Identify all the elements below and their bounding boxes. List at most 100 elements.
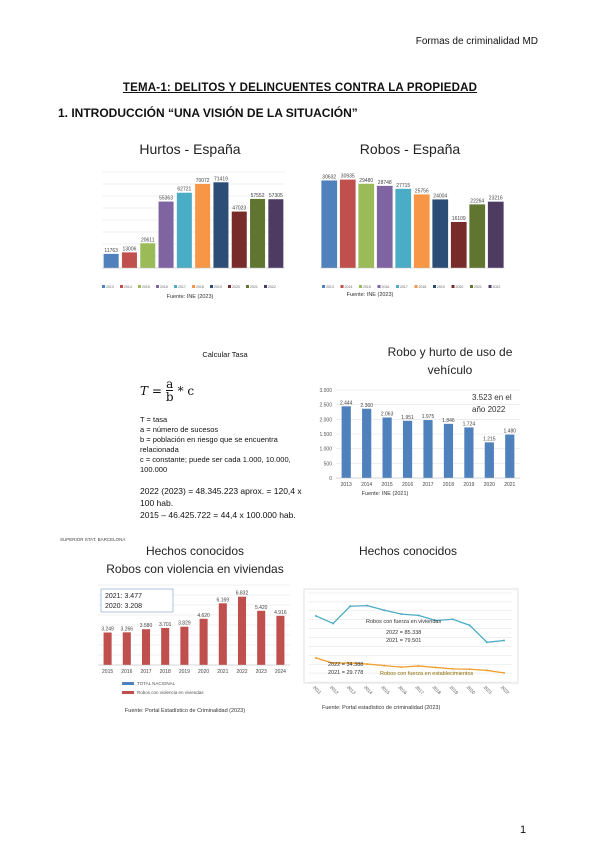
legend-label: Robos con violencia en viviendas xyxy=(137,690,204,695)
data-label: 3.829 xyxy=(178,621,191,627)
data-label: 13006 xyxy=(122,246,136,252)
data-point xyxy=(400,666,403,669)
formula-den: b xyxy=(165,390,174,404)
logo-text: SUPERIOR STAT. BARCELONA xyxy=(60,537,125,542)
legend-swatch xyxy=(228,285,231,288)
chart-title: Robo y hurto de uso de xyxy=(388,345,513,359)
legend-swatch xyxy=(433,285,436,288)
data-point xyxy=(434,619,437,622)
legend-swatch xyxy=(488,285,492,288)
legend-label: 2022 xyxy=(493,285,501,289)
legend-label: 2014 xyxy=(124,285,132,289)
x-tick-label: 2021 xyxy=(217,669,228,675)
data-point xyxy=(366,663,369,666)
bar xyxy=(103,632,112,665)
data-label: 2.063 xyxy=(381,411,394,417)
bar xyxy=(121,252,137,268)
legend-label: 2019 xyxy=(437,285,445,289)
legend-swatch xyxy=(210,285,213,288)
x-tick-label: 2022 xyxy=(500,685,511,696)
bar xyxy=(432,199,449,268)
legend-label: 2019 xyxy=(214,285,222,289)
bar xyxy=(140,243,156,268)
bar xyxy=(176,192,192,268)
data-point xyxy=(468,668,471,671)
formula-rest: * c xyxy=(177,383,195,398)
data-label: 55363 xyxy=(159,196,173,202)
annotation-text: 2021 = 79.501 xyxy=(386,638,421,644)
data-point xyxy=(383,664,386,667)
note-text: año 2022 xyxy=(472,405,506,414)
y-tick-label: 0 xyxy=(329,476,332,482)
source-label: Fuente: INE (2023) xyxy=(167,294,214,300)
data-label: 1.480 xyxy=(504,429,517,435)
tasa-line: a = número de sucesos xyxy=(140,425,219,434)
note-box xyxy=(100,588,174,613)
data-label: 27715 xyxy=(396,183,410,189)
data-point xyxy=(315,614,317,617)
bar xyxy=(443,423,454,478)
x-tick-label: 2014 xyxy=(363,685,374,696)
annotation-text: 2021 = 29.778 xyxy=(328,670,363,676)
x-tick-label: 2015 xyxy=(382,482,393,488)
data-label: 3.580 xyxy=(140,623,153,629)
bar xyxy=(213,182,229,268)
bar xyxy=(382,417,392,478)
data-label: 6.169 xyxy=(217,597,230,603)
data-label: 71419 xyxy=(214,176,228,182)
legend-swatch xyxy=(451,285,455,288)
legend-swatch xyxy=(359,285,362,288)
data-label: 62721 xyxy=(177,187,191,193)
source-label: Fuente: INE (2021) xyxy=(362,491,409,497)
tasa-example: 2015 – 46.425.722 = 44,4 x 100.000 hab. xyxy=(140,510,296,520)
bar xyxy=(199,618,208,665)
x-tick-label: 2024 xyxy=(275,669,286,675)
data-label: 2.444 xyxy=(340,400,353,406)
y-tick-label: 1.000 xyxy=(319,447,332,453)
hechos-conocidos-line-chart: Hechos conocidos Robos con fuerza en vivi… xyxy=(303,544,519,711)
data-point xyxy=(332,622,335,625)
bar xyxy=(402,420,413,478)
data-point xyxy=(349,661,352,664)
source-label: Fuente: Portal estadístico de criminalid… xyxy=(322,705,440,711)
x-tick-label: 2022 xyxy=(236,669,247,675)
data-label: 22264 xyxy=(470,198,484,204)
legend-swatch xyxy=(174,285,177,288)
data-label: 6.832 xyxy=(236,591,249,597)
bar xyxy=(103,253,119,268)
x-tick-label: 2016 xyxy=(402,482,413,488)
bar xyxy=(423,420,433,478)
data-point xyxy=(332,662,335,665)
data-point xyxy=(400,613,403,616)
data-label: 25756 xyxy=(415,188,429,194)
x-tick-label: 2020 xyxy=(198,669,209,675)
bar xyxy=(237,596,247,665)
legend-swatch xyxy=(120,285,123,288)
legend-swatch xyxy=(322,285,325,288)
x-tick-label: 2018 xyxy=(431,685,442,696)
tasa-line: c = constante; puede ser cada 1.000, 10.… xyxy=(140,455,291,474)
bar xyxy=(339,179,356,268)
note-text: 2021: 3.477 xyxy=(105,593,142,600)
legend-swatch xyxy=(122,691,134,694)
x-tick-label: 2017 xyxy=(422,482,433,488)
section-heading: 1. INTRODUCCIÓN “UNA VISIÓN DE LA SITUAC… xyxy=(58,106,358,120)
legend-label: 2021 xyxy=(250,285,258,289)
bar xyxy=(484,442,494,478)
chart-title: Robos con violencia en viviendas xyxy=(106,562,283,576)
bar xyxy=(141,629,151,665)
x-tick-label: 2018 xyxy=(160,669,171,675)
legend-label: 2016 xyxy=(160,285,168,289)
vehiculo-chart: Robo y hurto de uso de vehículo 0 500 1.000 1… xyxy=(319,345,520,497)
x-tick-label: 2014 xyxy=(361,482,372,488)
x-tick-label: 2020 xyxy=(484,482,495,488)
x-tick-label: 2020 xyxy=(466,685,477,696)
tasa-line: T = tasa xyxy=(140,415,168,424)
robos-violencia-chart: Hechos conocidos Robos con violencia en v… xyxy=(60,537,290,714)
legend-label: 2016 xyxy=(382,285,390,289)
legend-label: 2021 xyxy=(474,285,482,289)
x-tick-label: 2021 xyxy=(483,685,494,696)
legend-label: 2015 xyxy=(142,285,150,289)
